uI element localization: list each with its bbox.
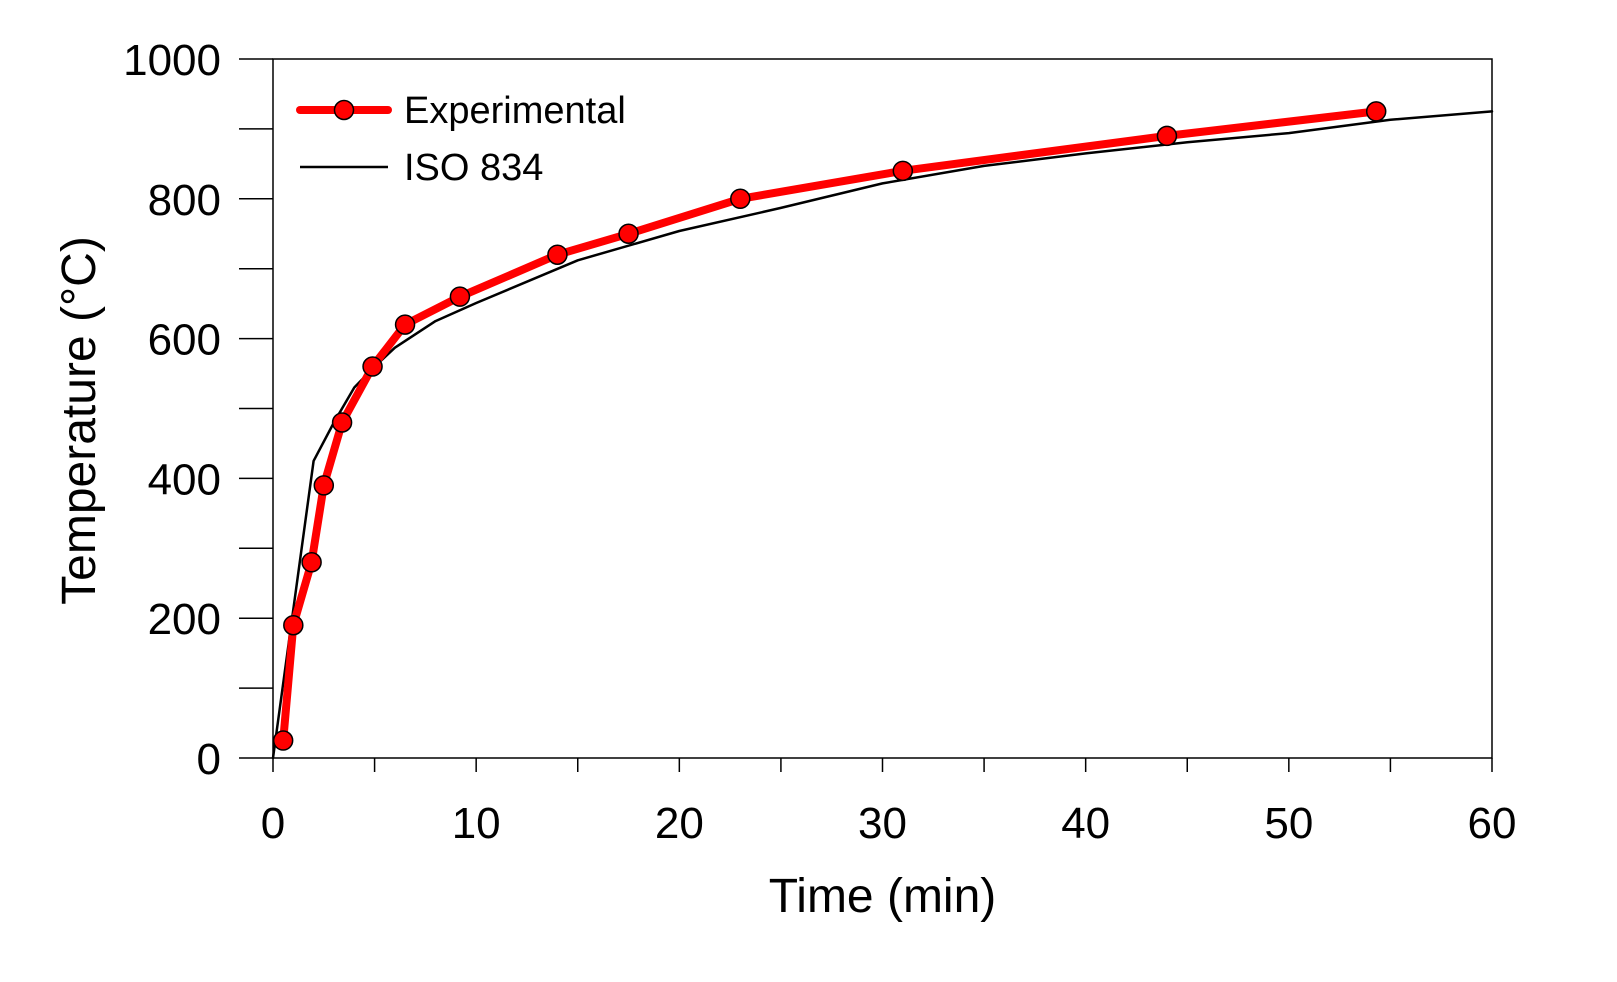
data-point-experimental — [892, 160, 914, 182]
legend-label-iso-834: ISO 834 — [404, 147, 543, 189]
x-tick-label: 10 — [452, 799, 501, 848]
plot-area: 0 10 20 30 40 50 60 0 200 400 600 800 1000 — [123, 36, 1516, 848]
x-axis-ticks: 0 10 20 30 40 50 60 — [261, 758, 1517, 848]
y-tick-label: 200 — [148, 595, 221, 644]
x-tick-label: 30 — [858, 799, 907, 848]
data-point-experimental — [272, 730, 294, 751]
legend-item-experimental: Experimental — [296, 90, 626, 132]
x-tick-label: 50 — [1264, 799, 1313, 848]
x-tick-label: 40 — [1061, 799, 1110, 848]
legend-label-experimental: Experimental — [404, 90, 626, 132]
y-axis-ticks: 0 200 400 600 800 1000 — [123, 36, 273, 784]
data-point-experimental — [283, 614, 304, 636]
series-line-experimental — [279, 107, 1381, 745]
data-point-experimental — [394, 314, 416, 335]
data-point-experimental — [547, 244, 568, 265]
data-point-experimental — [331, 412, 353, 433]
x-tick-label: 0 — [261, 799, 285, 848]
data-point-experimental — [301, 552, 322, 573]
data-point-experimental — [618, 223, 639, 244]
data-point-experimental — [362, 356, 383, 377]
series-layer — [271, 101, 1494, 760]
y-tick-label: 0 — [197, 735, 221, 784]
data-point-experimental — [1365, 101, 1387, 122]
x-axis-title: Time (min) — [769, 870, 997, 923]
x-tick-label: 60 — [1468, 799, 1517, 848]
data-point-experimental — [313, 475, 335, 496]
legend: Experimental ISO 834 — [296, 90, 626, 189]
data-point-experimental — [449, 286, 471, 307]
data-point-experimental — [1156, 125, 1178, 147]
x-tick-label: 20 — [655, 799, 704, 848]
y-axis-title: Temperature (°C) — [53, 236, 106, 605]
data-point-experimental — [730, 188, 751, 210]
y-tick-label: 600 — [148, 316, 221, 365]
legend-item-iso-834: ISO 834 — [300, 147, 543, 189]
y-tick-label: 800 — [148, 176, 221, 225]
y-tick-label: 1000 — [123, 36, 221, 85]
series-line-iso-834 — [271, 110, 1494, 760]
legend-marker-experimental — [333, 99, 355, 121]
y-tick-label: 400 — [148, 455, 221, 504]
